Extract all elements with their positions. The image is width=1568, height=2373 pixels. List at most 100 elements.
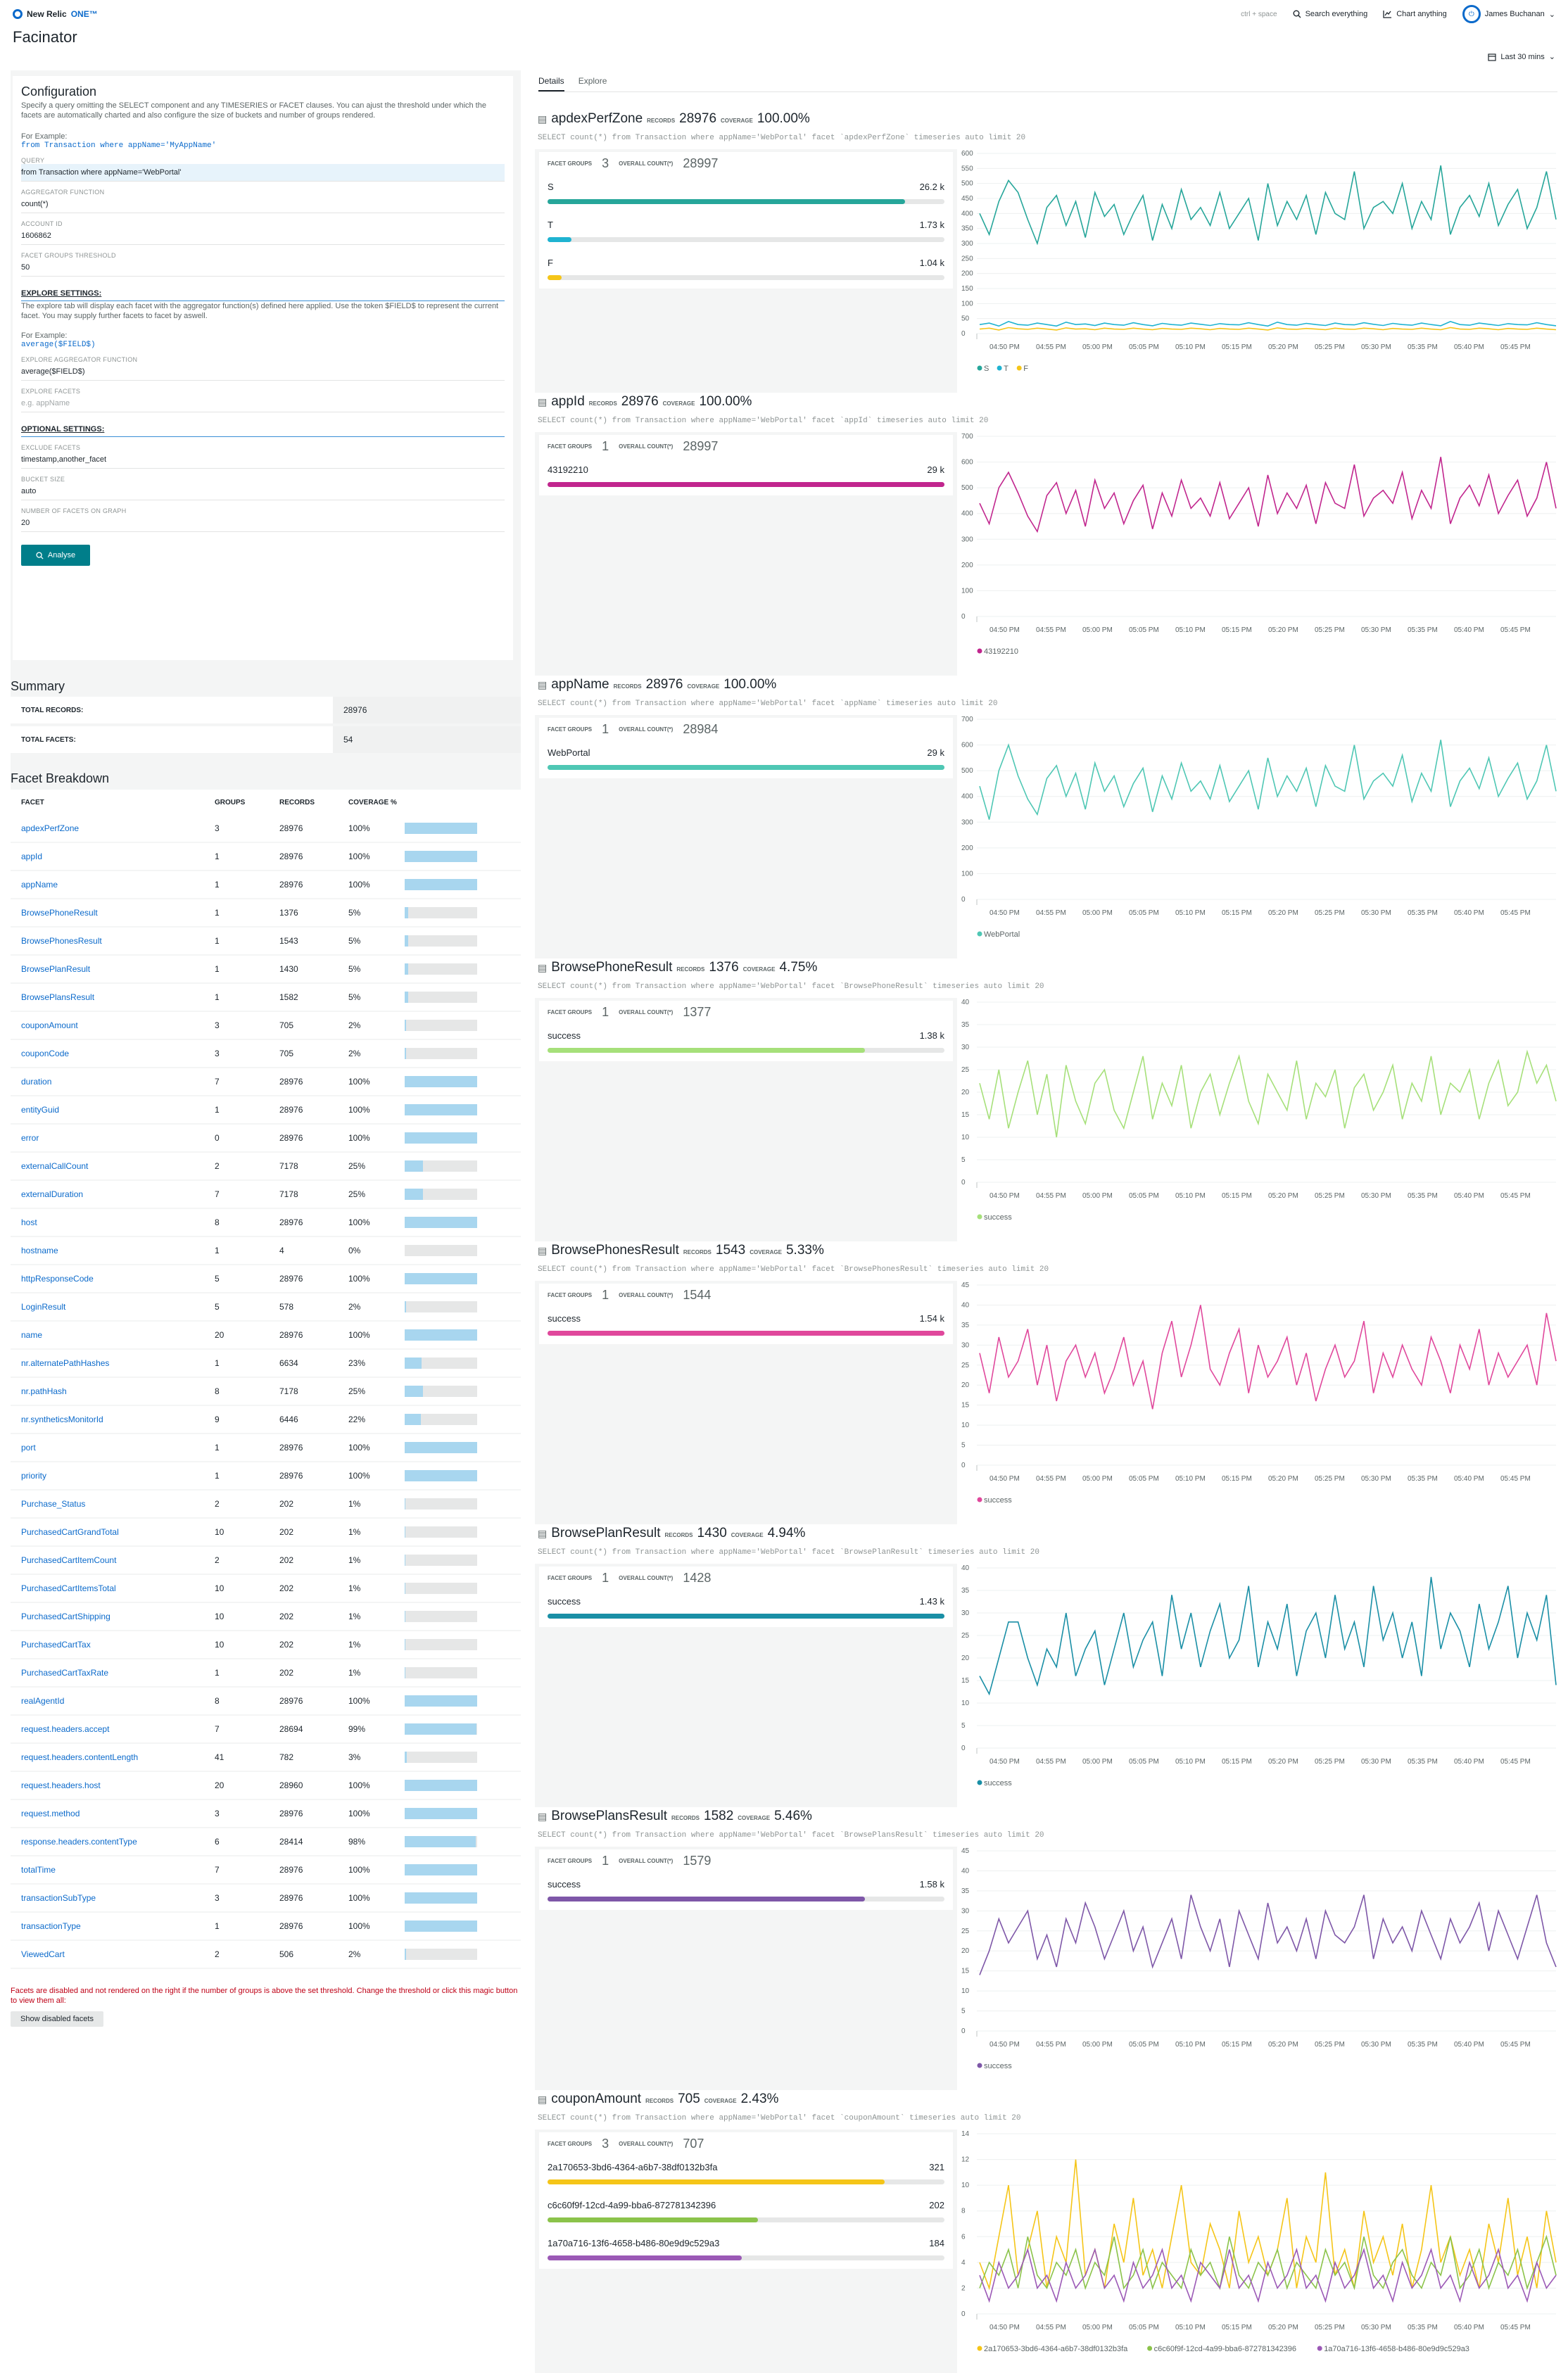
explore-facets-input[interactable]: e.g. appName	[21, 395, 505, 412]
time-range-picker[interactable]: Last 30 mins ⌄	[1488, 52, 1555, 61]
facet-link[interactable]: port	[21, 1443, 36, 1453]
facet-link[interactable]: ViewedCart	[21, 1949, 65, 1959]
brand-logo[interactable]: New Relic ONE™	[13, 9, 98, 19]
facet-group-item[interactable]: success 1.38 k	[539, 1023, 953, 1061]
facet-group-item[interactable]: success 1.58 k	[539, 1872, 953, 1910]
search-button[interactable]: Search everything	[1293, 10, 1367, 18]
coverage-bar	[405, 1048, 477, 1059]
x-tick-label: 05:10 PM	[1175, 1475, 1206, 1483]
table-row: apdexPerfZone 3 28976 100%	[11, 815, 521, 843]
facet-link[interactable]: couponAmount	[21, 1020, 78, 1030]
facet-link[interactable]: request.method	[21, 1809, 80, 1818]
facet-groups-value: 1	[602, 721, 609, 736]
facet-link[interactable]: appId	[21, 852, 43, 861]
y-tick-label: 0	[961, 1745, 966, 1752]
x-tick-label: 05:00 PM	[1082, 1475, 1113, 1483]
facet-link[interactable]: transactionSubType	[21, 1893, 96, 1903]
aggregator-input[interactable]: count(*)	[21, 196, 505, 213]
facet-link[interactable]: BrowsePhonesResult	[21, 936, 102, 946]
facet-link[interactable]: hostname	[21, 1246, 58, 1255]
x-tick-label: 05:05 PM	[1129, 626, 1159, 634]
facet-link[interactable]: request.headers.contentLength	[21, 1752, 139, 1762]
chart-anything-button[interactable]: Chart anything	[1383, 10, 1447, 18]
facet-link[interactable]: apdexPerfZone	[21, 823, 80, 833]
facet-link[interactable]: PurchasedCartTaxRate	[21, 1668, 109, 1678]
facet-group-item[interactable]: 43192210 29 k	[539, 457, 953, 495]
facet-link[interactable]: request.headers.host	[21, 1780, 101, 1790]
facet-link[interactable]: nr.alternatePathHashes	[21, 1358, 110, 1368]
facet-group-item[interactable]: WebPortal 29 k	[539, 740, 953, 778]
facet-group-bar-fill	[548, 237, 571, 242]
facet-group-item[interactable]: T 1.73 k	[539, 213, 953, 251]
facet-group-count: 29 k	[927, 464, 944, 475]
facet-group-label: c6c60f9f-12cd-4a99-bba6-872781342396	[548, 2200, 716, 2210]
facet-link[interactable]: totalTime	[21, 1865, 56, 1875]
timeseries-svg: 40 35 30 25 20 15 10 5 0 04:50 PM 04:55 PM 05:00 PM…	[961, 999, 1557, 1222]
query-input[interactable]: from Transaction where appName='WebPorta…	[21, 164, 505, 182]
facet-link[interactable]: LoginResult	[21, 1302, 66, 1312]
facet-link[interactable]: name	[21, 1330, 43, 1340]
x-tick-label: 05:00 PM	[1082, 626, 1113, 634]
facet-link[interactable]: entityGuid	[21, 1105, 60, 1115]
facet-link[interactable]: response.headers.contentType	[21, 1837, 137, 1847]
legend-label: success	[984, 2062, 1012, 2070]
table-row: request.headers.accept 7 28694 99%	[11, 1716, 521, 1744]
y-tick-label: 45	[961, 1282, 970, 1289]
tab-explore[interactable]: Explore	[578, 76, 607, 86]
facet-link[interactable]: externalDuration	[21, 1189, 84, 1199]
coverage-bar-cell	[405, 1583, 482, 1594]
facet-group-item[interactable]: F 1.04 k	[539, 251, 953, 289]
facet-link[interactable]: externalCallCount	[21, 1161, 89, 1171]
facet-link[interactable]: host	[21, 1217, 37, 1227]
facet-link[interactable]: httpResponseCode	[21, 1274, 94, 1284]
records-cell: 7178	[279, 1189, 298, 1199]
facet-group-item[interactable]: success 1.43 k	[539, 1589, 953, 1627]
facet-link[interactable]: PurchasedCartGrandTotal	[21, 1527, 119, 1537]
analyse-button[interactable]: Analyse	[21, 545, 90, 566]
facet-link[interactable]: PurchasedCartItemsTotal	[21, 1583, 116, 1593]
facet-group-item[interactable]: c6c60f9f-12cd-4a99-bba6-872781342396 202	[539, 2193, 953, 2231]
account-input[interactable]: 1606862	[21, 227, 505, 245]
coverage-bar-fill	[405, 1301, 407, 1312]
query-label: QUERY	[21, 157, 45, 164]
groups-cell: 7	[215, 1077, 220, 1087]
coverage-bar-fill	[405, 879, 477, 890]
facet-link[interactable]: nr.syntheticsMonitorId	[21, 1415, 103, 1424]
facet-link[interactable]: request.headers.accept	[21, 1724, 110, 1734]
facet-link[interactable]: BrowsePlanResult	[21, 964, 91, 974]
facet-link[interactable]: realAgentId	[21, 1696, 65, 1706]
facet-link[interactable]: PurchasedCartShipping	[21, 1612, 110, 1621]
facet-link[interactable]: PurchasedCartItemCount	[21, 1555, 117, 1565]
page-title: Facinator	[13, 28, 77, 46]
facet-link[interactable]: error	[21, 1133, 39, 1143]
num-facets-input[interactable]: 20	[21, 514, 505, 532]
user-menu[interactable]: ⏻ James Buchanan ⌄	[1462, 5, 1555, 23]
explore-aggregator-input[interactable]: average($FIELD$)	[21, 363, 505, 381]
bucket-size-input[interactable]: auto	[21, 483, 505, 500]
facet-link[interactable]: BrowsePhoneResult	[21, 908, 98, 918]
facet-group-item[interactable]: success 1.54 k	[539, 1306, 953, 1344]
y-tick-label: 25	[961, 1362, 970, 1369]
threshold-input[interactable]: 50	[21, 259, 505, 277]
facet-link[interactable]: PurchasedCartTax	[21, 1640, 91, 1650]
x-tick-label: 04:55 PM	[1036, 1475, 1066, 1483]
x-tick-label: 05:20 PM	[1268, 1475, 1298, 1483]
coverage-bar	[405, 1752, 477, 1763]
exclude-facets-input[interactable]: timestamp,another_facet	[21, 451, 505, 469]
x-tick-label: 05:40 PM	[1454, 1758, 1484, 1766]
facet-link[interactable]: appName	[21, 880, 58, 890]
x-tick-label: 05:40 PM	[1454, 2041, 1484, 2049]
facet-link[interactable]: BrowsePlansResult	[21, 992, 95, 1002]
facet-link[interactable]: couponCode	[21, 1049, 70, 1058]
facet-link[interactable]: nr.pathHash	[21, 1386, 67, 1396]
facet-link[interactable]: Purchase_Status	[21, 1499, 86, 1509]
facet-link[interactable]: priority	[21, 1471, 47, 1481]
facet-group-item[interactable]: 1a70a716-13f6-4658-b486-80e9d9c529a3 184	[539, 2231, 953, 2269]
facet-link[interactable]: transactionType	[21, 1921, 81, 1931]
tab-details[interactable]: Details	[538, 76, 564, 91]
facet-group-item[interactable]: S 26.2 k	[539, 175, 953, 213]
show-disabled-facets-button[interactable]: Show disabled facets	[11, 2011, 103, 2027]
facet-link[interactable]: duration	[21, 1077, 52, 1087]
coverage-cell: 1%	[348, 1668, 361, 1678]
facet-group-item[interactable]: 2a170653-3bd6-4364-a6b7-38df0132b3fa 321	[539, 2155, 953, 2193]
